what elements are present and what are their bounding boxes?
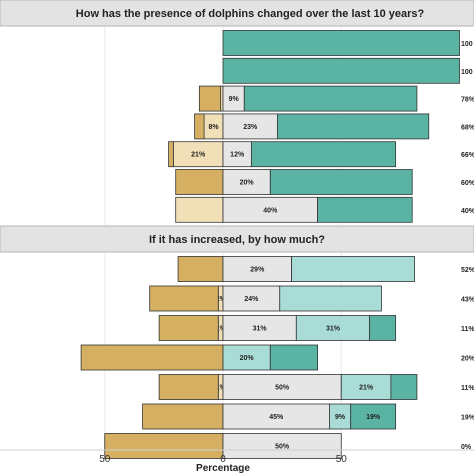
panel-header-background (0, 0, 474, 27)
bar-segment (194, 113, 205, 140)
bar-segment (177, 256, 224, 282)
row-label: 0% (461, 444, 472, 451)
bar-row: 2% 24% 43% (149, 285, 474, 312)
bar-row: 29% 52% (177, 256, 474, 282)
bar-segment (104, 433, 224, 459)
bar-row: 50% 0% (104, 433, 472, 459)
data-label: 20% (240, 180, 255, 187)
panel-header-background (0, 225, 474, 253)
bar-segment (291, 256, 415, 282)
row-label: 20% (461, 356, 474, 363)
bar-row: 100 (222, 57, 473, 84)
x-tick-label: 0 (220, 454, 226, 465)
bar-segment (222, 141, 252, 168)
data-label: 31% (253, 326, 268, 333)
data-label: 9% (229, 96, 240, 103)
bar-row: 20% 60% (175, 169, 474, 195)
row-label: 100 (461, 41, 473, 48)
data-label: 12% (230, 152, 245, 159)
bar-segment (222, 30, 460, 56)
bar-segment (390, 374, 418, 400)
row-label: 78% (461, 97, 474, 104)
data-label: 50% (275, 385, 290, 392)
bar-segment (250, 141, 397, 168)
bar-row: 1% 31% 31% 11% (158, 315, 474, 341)
bar-segment (350, 403, 397, 430)
bar-segment (222, 403, 330, 430)
bar-segment (340, 374, 392, 400)
bar-segment (175, 196, 224, 223)
data-label: 1% (216, 385, 227, 392)
bar-segment (243, 85, 418, 112)
bar-segment (279, 285, 382, 312)
bar-segment (80, 344, 224, 371)
bar-segment (369, 315, 397, 341)
bar-row: 21% 12% 66% (168, 141, 474, 168)
row-label: 100 (461, 69, 473, 76)
bar-segment (295, 315, 371, 341)
data-label: 19% (366, 414, 381, 421)
row-label: 40% (461, 208, 474, 215)
x-axis-title: Percentage (196, 463, 250, 474)
bar-segment (222, 344, 271, 371)
data-label: 40% (263, 207, 278, 214)
data-label: 45% (269, 414, 284, 421)
data-label: 20% (240, 355, 255, 362)
panel-title: How has the presence of dolphins changed… (76, 8, 425, 20)
x-tick-label: 50 (336, 454, 348, 465)
bar-segment (222, 433, 342, 459)
bar-segment (269, 169, 413, 195)
bar-row: 45% 9% 19% 19% (142, 403, 474, 430)
bar-segment (222, 315, 297, 341)
row-label: 11% (461, 326, 474, 333)
bar-segment (222, 374, 342, 400)
panel-increase-amount: If it has increased, by how much? 29% 52%… (0, 225, 474, 459)
bar-segment (276, 113, 430, 140)
data-label: 8% (208, 124, 219, 131)
bar-row: 20% 20% (80, 344, 474, 371)
bar-segment (222, 113, 278, 140)
data-label: 9% (335, 414, 346, 421)
data-label: 50% (275, 444, 290, 451)
bars-group: 100 100 9% 78% 8% 23% 68% 21% 12% 66% 20% 60% 40% 40% (168, 30, 474, 223)
bar-segment (158, 315, 219, 341)
bar-row: 8% 23% 68% (194, 113, 474, 140)
bar-row: 40% 40% (175, 196, 474, 223)
bar-row: 9% 78% (198, 85, 474, 112)
row-label: 52% (461, 267, 474, 274)
panel-presence-change: How has the presence of dolphins changed… (0, 0, 474, 223)
row-label: 11% (461, 385, 474, 392)
data-label: 31% (326, 326, 341, 333)
bar-segment (168, 141, 174, 168)
bar-segment (175, 169, 224, 195)
bar-segment (198, 85, 222, 112)
bar-segment (158, 374, 219, 400)
bar-row: 100 (222, 30, 473, 56)
data-label: 24% (244, 296, 259, 303)
row-label: 66% (461, 152, 474, 159)
bars-group: 29% 52%2% 24% 43%1% 31% 31% 11%20% 20%1% 50% 21% 1… (80, 256, 474, 459)
row-label: 68% (461, 124, 474, 131)
data-label: 29% (250, 267, 265, 274)
row-label: 19% (461, 415, 474, 422)
bar-segment (317, 196, 413, 223)
data-label: 23% (243, 124, 258, 131)
data-label: 21% (191, 152, 206, 159)
data-label: 1% (216, 326, 227, 333)
bar-segment (149, 285, 219, 312)
data-label: 21% (359, 385, 374, 392)
panel-title: If it has increased, by how much? (149, 234, 325, 246)
bar-row: 1% 50% 21% 11% (158, 374, 474, 400)
bar-segment (222, 57, 460, 84)
row-label: 43% (461, 297, 474, 304)
data-label: 2% (216, 296, 227, 303)
bar-segment (142, 403, 224, 430)
x-tick-label: 50 (99, 454, 111, 465)
x-axis: 50 0 50 (0, 449, 474, 465)
row-label: 60% (461, 180, 474, 187)
bar-segment (269, 344, 318, 371)
